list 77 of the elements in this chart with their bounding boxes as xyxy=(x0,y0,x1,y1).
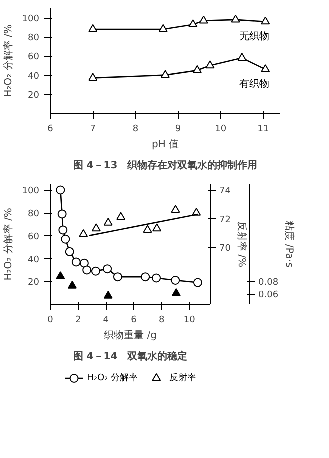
point xyxy=(58,226,68,235)
y-tick-label: 40 xyxy=(28,72,40,82)
x-tick-label: 0 xyxy=(48,316,54,326)
y-tick-label: 20 xyxy=(28,90,40,101)
y-tick-label: 100 xyxy=(22,186,40,197)
series-label: 无织物 xyxy=(240,30,270,42)
point xyxy=(172,288,181,296)
x-tick-label: 9 xyxy=(175,124,182,134)
y2-tick-label: 70 xyxy=(220,244,232,254)
point xyxy=(61,234,70,244)
point xyxy=(261,16,270,25)
x-tick-label: 4 xyxy=(103,316,110,326)
y2-tick-label: 72 xyxy=(220,215,231,226)
y-tick-label: 100 xyxy=(22,14,40,25)
point xyxy=(152,274,162,283)
point xyxy=(82,266,92,275)
point xyxy=(171,276,180,285)
y-tick-label: 60 xyxy=(28,232,40,242)
point xyxy=(188,20,198,28)
y-tick-label: 80 xyxy=(28,210,40,220)
point xyxy=(152,224,162,232)
point xyxy=(80,258,89,268)
point xyxy=(104,218,113,226)
y3-tick-label: 0.06 xyxy=(258,290,279,301)
y3-tick-label: 0.08 xyxy=(258,278,279,288)
y-axis-title: H₂O₂ 分解率 /% xyxy=(2,208,14,281)
x-axis-title: pH 值 xyxy=(152,140,180,150)
point xyxy=(88,73,98,81)
x-tick-label: 10 xyxy=(215,124,227,134)
point xyxy=(143,225,152,234)
point xyxy=(65,247,74,256)
point xyxy=(68,280,77,289)
point xyxy=(91,266,100,276)
point xyxy=(113,272,122,282)
y-tick-label: 80 xyxy=(28,34,40,44)
point xyxy=(79,229,88,238)
point xyxy=(158,24,168,32)
point xyxy=(206,60,215,69)
point xyxy=(238,53,247,61)
point xyxy=(56,271,66,280)
y-tick-label: 20 xyxy=(28,278,40,288)
x-tick-label: 6 xyxy=(131,316,138,326)
x-axis-title: 织物重量 /g xyxy=(104,330,157,342)
legend-label: H₂O₂ 分解率 xyxy=(87,372,138,384)
text: 图 4－14 双氧水的稳定 xyxy=(73,350,188,362)
point xyxy=(161,70,170,78)
point xyxy=(199,16,208,24)
point xyxy=(192,65,202,74)
x-tick-label: 11 xyxy=(258,124,270,134)
x-tick-label: 8 xyxy=(158,316,165,326)
y2-axis-title: 反射率 /% xyxy=(236,221,248,268)
x-tick-label: 8 xyxy=(132,124,139,134)
point xyxy=(104,290,113,299)
y-tick-label: 40 xyxy=(28,255,40,266)
y-axis-title: H₂O₂ 分解率 /% xyxy=(2,24,14,98)
point xyxy=(56,186,66,195)
point xyxy=(92,224,101,232)
point xyxy=(103,264,112,274)
point xyxy=(231,14,240,23)
point xyxy=(261,64,270,72)
point xyxy=(58,210,67,219)
series-label: 有织物 xyxy=(240,78,270,90)
point xyxy=(141,272,150,282)
point xyxy=(72,258,81,267)
y3-axis-title: 粘度 /Pa·s xyxy=(284,221,296,268)
x-tick-label: 7 xyxy=(90,124,96,134)
y-tick-label: 60 xyxy=(28,52,40,63)
y2-tick-label: 74 xyxy=(220,186,232,197)
x-tick-label: 6 xyxy=(48,124,54,134)
text: 图 4－13 织物存在对双氧水的抑制作用 xyxy=(73,160,258,172)
legend-label: 反射率 xyxy=(169,372,196,384)
point xyxy=(116,212,126,220)
x-tick-label: 2 xyxy=(75,316,82,326)
x-tick-label: 10 xyxy=(184,316,196,326)
point xyxy=(88,24,98,32)
point xyxy=(193,278,202,288)
point xyxy=(171,205,180,214)
